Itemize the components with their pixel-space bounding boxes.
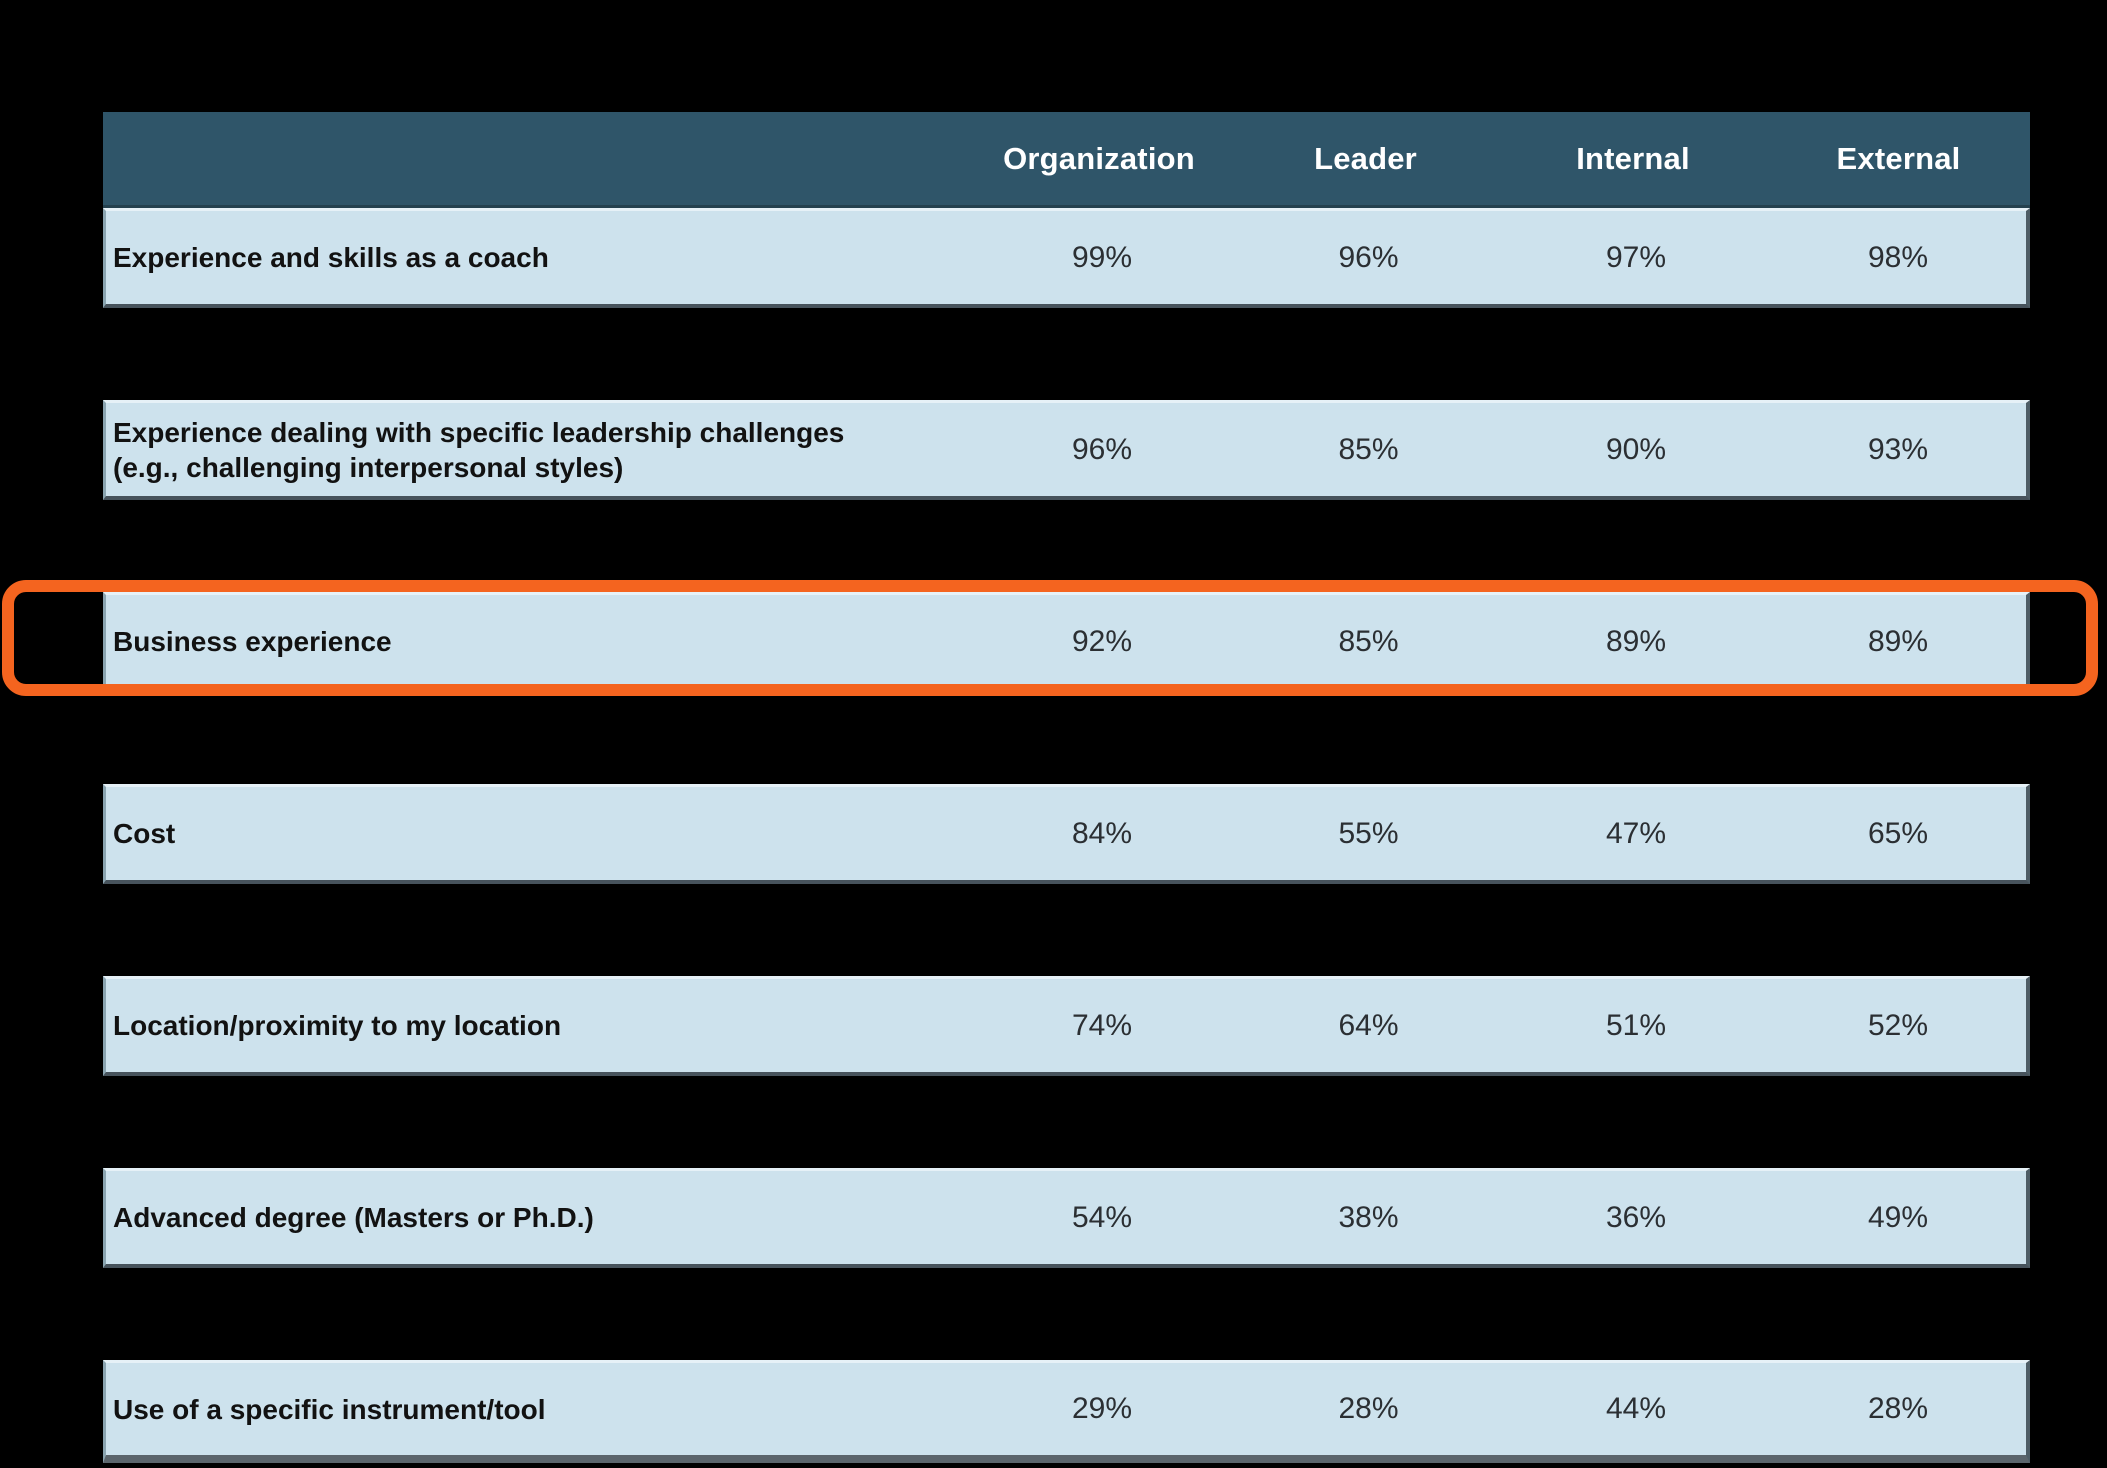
row-label: Experience and skills as a coach (113, 242, 549, 273)
cell-organization: 92% (1071, 624, 1133, 658)
row-label: Advanced degree (Masters or Ph.D.) (113, 1202, 594, 1233)
table-row-specific-instrument-tool: Use of a specific instrument/tool 29% 28… (103, 1360, 2030, 1463)
cell-leader: 85% (1338, 432, 1399, 466)
cell-organization: 74% (1071, 1008, 1133, 1042)
cell-leader: 55% (1338, 816, 1399, 850)
cell-organization: 29% (1071, 1392, 1133, 1425)
cell-organization: 96% (1071, 432, 1133, 466)
table-row-leadership-challenges: Experience dealing with specific leaders… (103, 400, 2030, 500)
row-label: Location/proximity to my location (113, 1010, 562, 1041)
cell-organization: 54% (1071, 1200, 1133, 1234)
cell-leader: 85% (1338, 624, 1399, 658)
cell-leader: 28% (1338, 1392, 1399, 1425)
cell-internal: 36% (1605, 1200, 1667, 1234)
cell-external: 52% (1867, 1008, 1929, 1042)
cell-external: 98% (1867, 240, 1929, 274)
cell-external: 93% (1867, 432, 1929, 466)
cell-leader: 96% (1338, 240, 1399, 274)
cell-internal: 89% (1605, 624, 1667, 658)
column-header-external: External (1836, 140, 1961, 176)
cell-organization: 99% (1071, 240, 1133, 274)
cell-external: 28% (1867, 1392, 1929, 1425)
cell-internal: 51% (1605, 1008, 1667, 1042)
row-label: Use of a specific instrument/tool (113, 1393, 546, 1425)
cell-leader: 64% (1338, 1008, 1399, 1042)
cell-external: 49% (1867, 1200, 1929, 1234)
cell-internal: 97% (1605, 240, 1667, 274)
cell-organization: 84% (1071, 816, 1133, 850)
cell-leader: 38% (1338, 1200, 1399, 1234)
table-row-experience-skills-coach: Experience and skills as a coach 99% 96%… (103, 208, 2030, 308)
row-label: Cost (113, 818, 176, 849)
column-header-organization: Organization (1003, 140, 1195, 176)
highlight-box-business-experience (2, 580, 2098, 696)
cell-external: 65% (1867, 816, 1929, 850)
row-label: Experience dealing with specific leaders… (113, 416, 845, 483)
column-header-internal: Internal (1576, 140, 1690, 176)
row-label: Business experience (113, 626, 392, 657)
cell-internal: 47% (1605, 816, 1667, 850)
cell-internal: 44% (1605, 1392, 1667, 1425)
cell-internal: 90% (1605, 432, 1667, 466)
cell-external: 89% (1867, 624, 1929, 658)
survey-results-table: Organization Leader Internal External Ex… (103, 112, 2030, 1463)
table-header-row: Organization Leader Internal External (103, 112, 2030, 208)
table-row-location-proximity: Location/proximity to my location 74% 64… (103, 976, 2030, 1076)
table-row-cost: Cost 84% 55% 47% 65% (103, 784, 2030, 884)
table-row-business-experience: Business experience 92% 85% 89% 89% (103, 592, 2030, 692)
table-row-advanced-degree: Advanced degree (Masters or Ph.D.) 54% 3… (103, 1168, 2030, 1268)
column-header-leader: Leader (1314, 140, 1417, 176)
